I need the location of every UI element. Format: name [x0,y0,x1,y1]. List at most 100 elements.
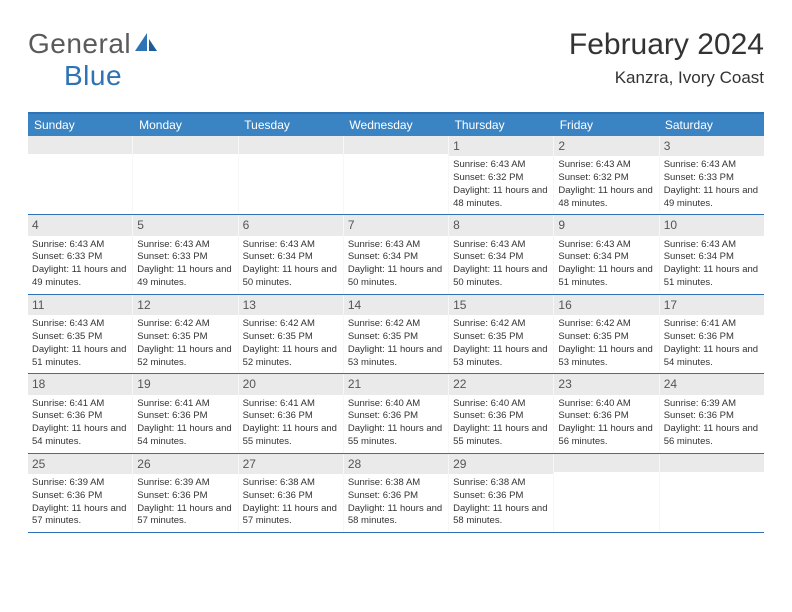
cell-body: Sunrise: 6:43 AMSunset: 6:34 PMDaylight:… [660,236,764,294]
calendar-cell: 20Sunrise: 6:41 AMSunset: 6:36 PMDayligh… [239,374,344,452]
daylight-text: Daylight: 11 hours and 57 minutes. [137,503,233,529]
calendar-cell: 1Sunrise: 6:43 AMSunset: 6:32 PMDaylight… [449,136,554,214]
day-number-empty [660,454,764,472]
daylight-text: Daylight: 11 hours and 50 minutes. [243,264,339,290]
cell-body: Sunrise: 6:43 AMSunset: 6:34 PMDaylight:… [239,236,343,294]
day-number: 20 [239,374,343,394]
logo-text-general: General [28,28,131,59]
calendar-cell: 8Sunrise: 6:43 AMSunset: 6:34 PMDaylight… [449,215,554,293]
calendar-cell: 3Sunrise: 6:43 AMSunset: 6:33 PMDaylight… [660,136,764,214]
sunrise-text: Sunrise: 6:42 AM [137,318,233,331]
cell-body: Sunrise: 6:42 AMSunset: 6:35 PMDaylight:… [344,315,448,373]
calendar-cell: 21Sunrise: 6:40 AMSunset: 6:36 PMDayligh… [344,374,449,452]
cell-body: Sunrise: 6:43 AMSunset: 6:34 PMDaylight:… [554,236,658,294]
daylight-text: Daylight: 11 hours and 52 minutes. [243,344,339,370]
day-number: 1 [449,136,553,156]
sunset-text: Sunset: 6:36 PM [137,490,233,503]
cell-body: Sunrise: 6:42 AMSunset: 6:35 PMDaylight:… [239,315,343,373]
dayhead-friday: Friday [554,114,659,136]
day-number: 3 [660,136,764,156]
sunset-text: Sunset: 6:36 PM [453,410,549,423]
daylight-text: Daylight: 11 hours and 50 minutes. [453,264,549,290]
daylight-text: Daylight: 11 hours and 55 minutes. [348,423,444,449]
sunset-text: Sunset: 6:36 PM [243,490,339,503]
day-number: 24 [660,374,764,394]
sunset-text: Sunset: 6:32 PM [558,172,654,185]
cell-body: Sunrise: 6:43 AMSunset: 6:34 PMDaylight:… [449,236,553,294]
calendar-cell: 5Sunrise: 6:43 AMSunset: 6:33 PMDaylight… [133,215,238,293]
sunrise-text: Sunrise: 6:40 AM [453,398,549,411]
calendar-cell: 18Sunrise: 6:41 AMSunset: 6:36 PMDayligh… [28,374,133,452]
day-number: 25 [28,454,132,474]
sunset-text: Sunset: 6:33 PM [664,172,760,185]
day-number: 6 [239,215,343,235]
day-number: 26 [133,454,237,474]
sunset-text: Sunset: 6:36 PM [243,410,339,423]
day-number: 8 [449,215,553,235]
sunset-text: Sunset: 6:36 PM [453,490,549,503]
sunset-text: Sunset: 6:34 PM [348,251,444,264]
day-number: 19 [133,374,237,394]
daylight-text: Daylight: 11 hours and 48 minutes. [558,185,654,211]
sunrise-text: Sunrise: 6:43 AM [243,239,339,252]
daylight-text: Daylight: 11 hours and 52 minutes. [137,344,233,370]
daylight-text: Daylight: 11 hours and 51 minutes. [664,264,760,290]
sunset-text: Sunset: 6:36 PM [137,410,233,423]
day-number: 4 [28,215,132,235]
calendar: Sunday Monday Tuesday Wednesday Thursday… [28,112,764,533]
month-title: February 2024 [569,28,764,62]
day-number: 18 [28,374,132,394]
sunrise-text: Sunrise: 6:39 AM [664,398,760,411]
calendar-cell: 4Sunrise: 6:43 AMSunset: 6:33 PMDaylight… [28,215,133,293]
cell-body: Sunrise: 6:38 AMSunset: 6:36 PMDaylight:… [344,474,448,532]
cell-body: Sunrise: 6:41 AMSunset: 6:36 PMDaylight:… [239,395,343,453]
sunrise-text: Sunrise: 6:42 AM [348,318,444,331]
logo-text-blue: Blue [64,60,122,91]
calendar-cell: 17Sunrise: 6:41 AMSunset: 6:36 PMDayligh… [660,295,764,373]
daylight-text: Daylight: 11 hours and 56 minutes. [558,423,654,449]
cell-body: Sunrise: 6:41 AMSunset: 6:36 PMDaylight:… [660,315,764,373]
calendar-cell [239,136,344,214]
day-number-empty [554,454,658,472]
cell-body: Sunrise: 6:43 AMSunset: 6:35 PMDaylight:… [28,315,132,373]
sunset-text: Sunset: 6:33 PM [32,251,128,264]
calendar-cell: 10Sunrise: 6:43 AMSunset: 6:34 PMDayligh… [660,215,764,293]
day-number-empty [239,136,343,154]
sunrise-text: Sunrise: 6:41 AM [32,398,128,411]
day-number: 28 [344,454,448,474]
day-number: 21 [344,374,448,394]
day-number: 10 [660,215,764,235]
calendar-cell: 27Sunrise: 6:38 AMSunset: 6:36 PMDayligh… [239,454,344,532]
sunrise-text: Sunrise: 6:43 AM [137,239,233,252]
day-number: 22 [449,374,553,394]
sunset-text: Sunset: 6:36 PM [558,410,654,423]
sunset-text: Sunset: 6:35 PM [348,331,444,344]
sunrise-text: Sunrise: 6:42 AM [558,318,654,331]
cell-body: Sunrise: 6:39 AMSunset: 6:36 PMDaylight:… [28,474,132,532]
sunset-text: Sunset: 6:36 PM [664,331,760,344]
sunset-text: Sunset: 6:34 PM [664,251,760,264]
sunrise-text: Sunrise: 6:43 AM [453,239,549,252]
cell-body: Sunrise: 6:40 AMSunset: 6:36 PMDaylight:… [344,395,448,453]
cell-body: Sunrise: 6:43 AMSunset: 6:32 PMDaylight:… [449,156,553,214]
sunrise-text: Sunrise: 6:43 AM [453,159,549,172]
daylight-text: Daylight: 11 hours and 50 minutes. [348,264,444,290]
cell-body: Sunrise: 6:39 AMSunset: 6:36 PMDaylight:… [133,474,237,532]
daylight-text: Daylight: 11 hours and 57 minutes. [32,503,128,529]
sunrise-text: Sunrise: 6:43 AM [32,239,128,252]
dayhead-saturday: Saturday [659,114,764,136]
day-number: 17 [660,295,764,315]
daylight-text: Daylight: 11 hours and 55 minutes. [453,423,549,449]
sunset-text: Sunset: 6:32 PM [453,172,549,185]
sunrise-text: Sunrise: 6:43 AM [664,159,760,172]
daylight-text: Daylight: 11 hours and 48 minutes. [453,185,549,211]
location: Kanzra, Ivory Coast [569,68,764,88]
sunrise-text: Sunrise: 6:43 AM [558,239,654,252]
day-number: 7 [344,215,448,235]
cell-body: Sunrise: 6:41 AMSunset: 6:36 PMDaylight:… [133,395,237,453]
calendar-cell [344,136,449,214]
day-number: 23 [554,374,658,394]
sunrise-text: Sunrise: 6:41 AM [137,398,233,411]
calendar-cell: 6Sunrise: 6:43 AMSunset: 6:34 PMDaylight… [239,215,344,293]
calendar-cell: 22 Sunrise: 6:40 AMSunset: 6:36 PMDayligh… [449,374,554,452]
